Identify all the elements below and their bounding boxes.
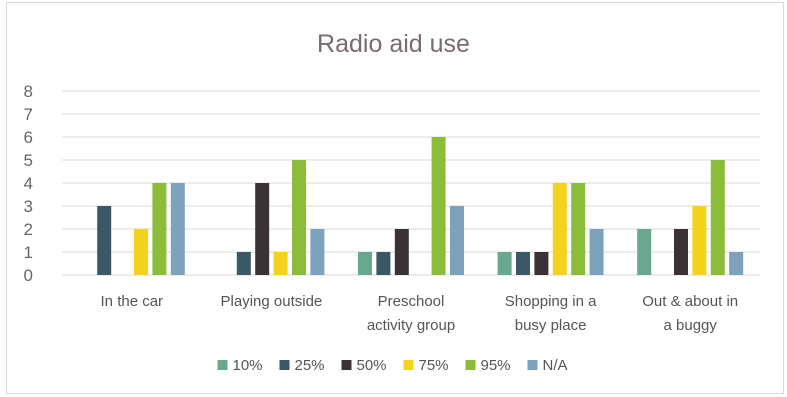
bar (134, 229, 148, 275)
y-tick-label: 2 (24, 220, 33, 239)
y-tick-label: 1 (24, 243, 33, 262)
bar (236, 252, 251, 275)
bar (552, 183, 567, 275)
y-tick-label: 4 (24, 174, 33, 193)
bar (710, 160, 725, 275)
bar (516, 252, 530, 275)
bar (255, 183, 270, 275)
x-category-label: activity group (367, 317, 455, 334)
x-category-label: Shopping in a (505, 293, 597, 310)
x-category-label: busy place (515, 317, 587, 334)
y-tick-label: 8 (24, 82, 33, 101)
x-category-label: Preschool (378, 293, 445, 310)
legend-label: N/A (543, 357, 568, 374)
x-category-label: a buggy (664, 317, 718, 334)
y-tick-label: 5 (24, 151, 33, 170)
bar (729, 252, 744, 275)
y-tick-label: 6 (24, 128, 33, 147)
chart-title: Radio aid use (317, 30, 470, 58)
legend-swatch (465, 360, 476, 370)
y-tick-label: 3 (24, 197, 33, 216)
legend-label: 95% (481, 357, 511, 374)
legend-swatch (527, 360, 538, 370)
bar (637, 229, 652, 275)
legend-swatch (403, 360, 414, 370)
legend-swatch (341, 360, 352, 370)
bar (692, 206, 707, 275)
bar (394, 229, 409, 275)
bar (674, 229, 688, 275)
bar (450, 206, 464, 275)
bar (431, 137, 446, 275)
bar (292, 160, 306, 275)
bar (273, 252, 288, 275)
legend-swatch (217, 360, 228, 370)
legend-label: 75% (419, 357, 449, 374)
x-category-label: Playing outside (221, 293, 323, 310)
bar (589, 229, 604, 275)
x-category-label: Out & about in (642, 293, 738, 310)
legend-label: 10% (233, 357, 263, 374)
bar (310, 229, 325, 275)
y-tick-label: 0 (24, 266, 33, 285)
bar (358, 252, 372, 275)
chart-frame (6, 2, 784, 394)
legend-swatch (279, 360, 290, 370)
legend-label: 25% (295, 357, 325, 374)
bar (97, 206, 112, 275)
bar (497, 252, 512, 275)
bar (170, 183, 185, 275)
legend-label: 50% (357, 357, 387, 374)
x-category-label: In the car (101, 293, 164, 310)
y-tick-label: 7 (24, 105, 33, 124)
bar (376, 252, 391, 275)
bar (152, 183, 167, 275)
bar (571, 183, 586, 275)
bar (534, 252, 549, 275)
